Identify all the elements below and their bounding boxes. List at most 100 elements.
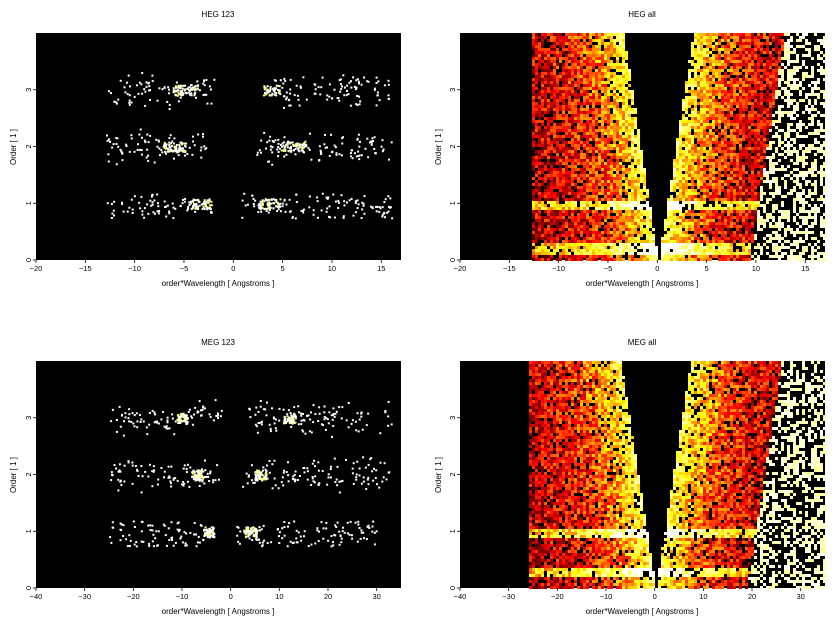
heatmap-cell	[565, 123, 568, 126]
heatmap-cell	[742, 174, 745, 177]
heatmap-cell	[119, 79, 122, 82]
heatmap-cell	[532, 117, 535, 120]
heatmap-cell	[281, 145, 283, 148]
heatmap-cell	[643, 180, 646, 183]
heatmap-cell	[757, 135, 760, 138]
heatmap-cell	[192, 198, 195, 201]
heatmap-cell	[769, 156, 772, 159]
heatmap-cell	[538, 42, 541, 45]
heatmap-cell	[628, 204, 631, 207]
heatmap-cell	[733, 189, 736, 192]
heatmap-cell	[736, 42, 739, 45]
heatmap-cell	[279, 202, 282, 205]
heatmap-cell	[682, 135, 685, 138]
heatmap-cell	[751, 105, 754, 108]
heatmap-cell	[775, 192, 778, 195]
heatmap-cell	[601, 144, 604, 147]
heatmap-cell	[299, 143, 301, 146]
heatmap-cell	[354, 152, 356, 155]
heatmap-cell	[766, 180, 769, 183]
heatmap-cell	[592, 81, 595, 84]
heatmap-cell	[823, 114, 826, 117]
heatmap-cell	[721, 150, 724, 153]
heatmap-cell	[625, 183, 628, 186]
heatmap-cell	[616, 156, 619, 159]
heatmap-cell	[736, 57, 739, 60]
heatmap-cell	[172, 206, 175, 209]
heatmap-cell	[613, 123, 616, 126]
heatmap-cell	[709, 33, 712, 36]
heatmap-cell	[757, 81, 760, 84]
heatmap-cell	[538, 99, 541, 102]
heatmap-cell	[802, 150, 805, 153]
heatmap-cell	[571, 99, 574, 102]
heatmap-cell	[802, 189, 805, 192]
heatmap-cell	[580, 126, 583, 129]
heatmap-cell	[754, 39, 757, 42]
heatmap-cell	[754, 96, 757, 99]
heatmap-cell	[751, 48, 754, 51]
heatmap-cell	[685, 84, 688, 87]
heatmap-cell	[604, 87, 607, 90]
heatmap-cell	[269, 135, 272, 138]
heatmap-cell	[559, 144, 562, 147]
heatmap-cell	[604, 81, 607, 84]
heatmap-cell	[595, 138, 598, 141]
heatmap-cell	[631, 117, 634, 120]
heatmap-cell	[748, 78, 751, 81]
heatmap-cell	[284, 79, 287, 82]
heatmap-cell	[748, 114, 751, 117]
heatmap-cell	[721, 117, 724, 120]
heatmap-cell	[556, 36, 559, 39]
heatmap-cell	[553, 129, 556, 132]
heatmap-cell	[595, 48, 598, 51]
heatmap-cell	[586, 72, 589, 75]
heatmap-cell	[700, 111, 703, 114]
heatmap-cell	[754, 90, 757, 93]
heatmap-cell	[335, 153, 338, 156]
heatmap-cell	[703, 171, 706, 174]
heatmap-cell	[371, 137, 374, 140]
heatmap-cell	[766, 48, 769, 51]
heatmap-cell	[796, 84, 799, 87]
heatmap-cell	[733, 33, 736, 36]
heatmap-cell	[808, 111, 811, 114]
heatmap-cell	[730, 171, 733, 174]
heatmap-cell	[763, 132, 766, 135]
heatmap-cell	[748, 189, 751, 192]
heatmap-cell	[547, 78, 550, 81]
heatmap-cell	[571, 183, 574, 186]
heatmap-cell	[769, 141, 772, 144]
heatmap-cell	[694, 198, 697, 201]
heatmap-cell	[781, 45, 784, 48]
heatmap-cell	[302, 146, 305, 149]
heatmap-cell	[613, 183, 616, 186]
heatmap-cell	[727, 69, 730, 72]
heatmap-cell	[565, 66, 568, 69]
heatmap-cell	[157, 205, 160, 208]
heatmap-cell	[574, 165, 577, 168]
heatmap-cell	[748, 54, 751, 57]
heatmap-cell	[601, 186, 604, 189]
heatmap-cell	[613, 177, 616, 180]
heatmap-cell	[769, 51, 772, 54]
heatmap-cell	[613, 192, 616, 195]
heatmap-cell	[787, 114, 790, 117]
heatmap-cell	[553, 45, 556, 48]
heatmap-cell	[724, 171, 727, 174]
heatmap-cell	[547, 168, 550, 171]
heatmap-cell	[568, 213, 571, 216]
heatmap-cell	[341, 142, 344, 145]
heatmap-cell	[772, 39, 775, 42]
heatmap-cell	[532, 102, 535, 105]
heatmap-cell	[754, 123, 757, 126]
heatmap-cell	[823, 72, 826, 75]
heatmap-cell	[532, 156, 535, 159]
heatmap-cell	[577, 69, 580, 72]
heatmap-cell	[703, 102, 706, 105]
heatmap-cell	[571, 162, 574, 165]
heatmap-cell	[619, 33, 622, 36]
heatmap-cell	[628, 156, 631, 159]
heatmap-cell	[387, 94, 390, 97]
heatmap-cell	[730, 48, 733, 51]
